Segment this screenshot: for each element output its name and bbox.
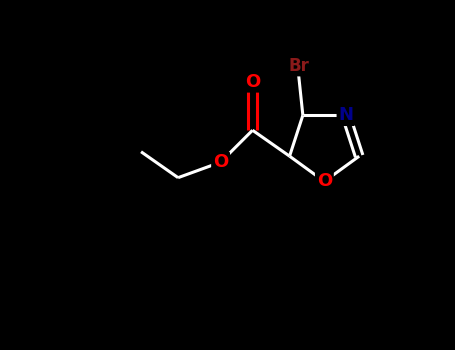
Text: O: O — [245, 73, 260, 91]
Text: Br: Br — [288, 57, 309, 75]
Text: O: O — [213, 153, 228, 171]
Text: N: N — [339, 106, 354, 124]
Text: O: O — [317, 173, 332, 190]
